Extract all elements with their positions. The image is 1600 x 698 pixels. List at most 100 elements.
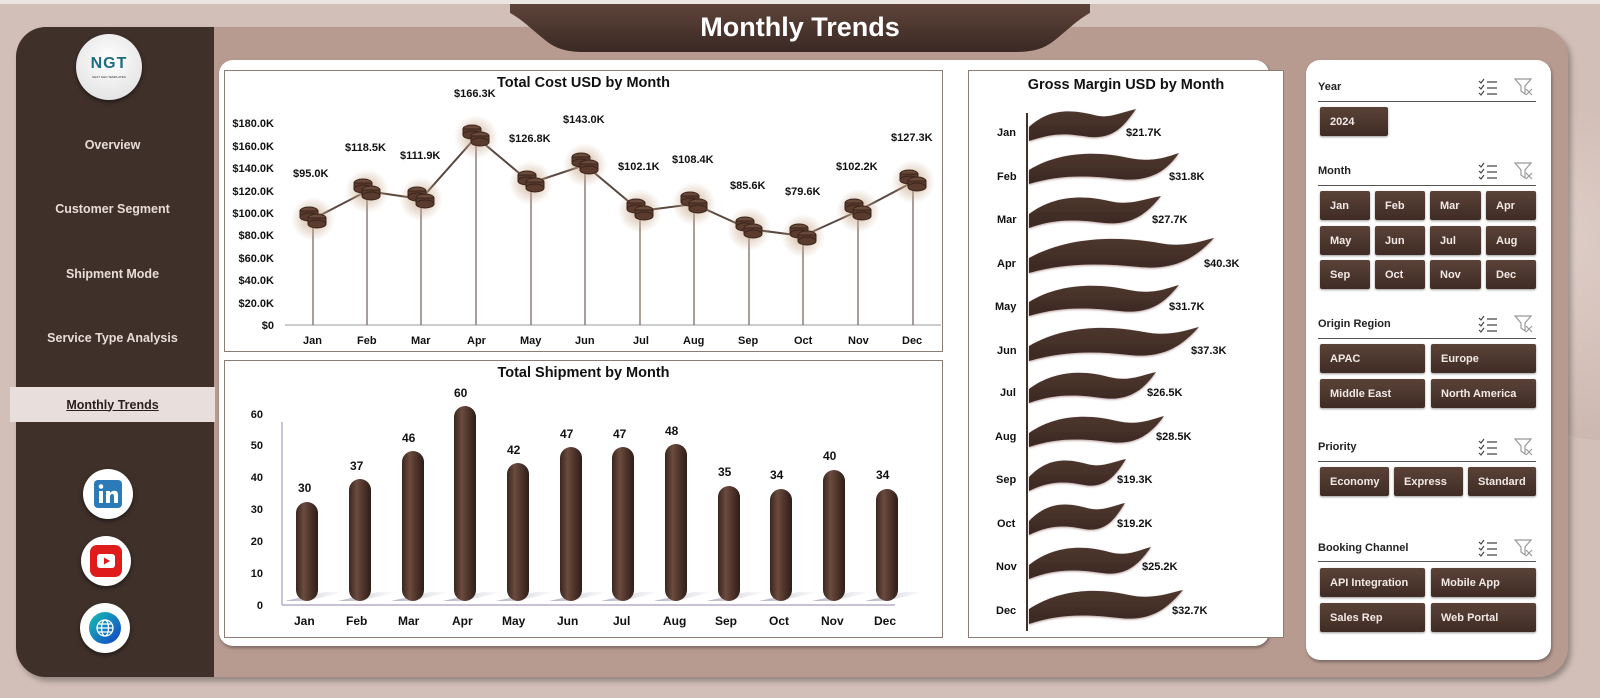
slicer-item-channel[interactable]: Mobile App [1431, 568, 1536, 597]
logo-subtitle: NEXT GEN TEMPLATES [92, 75, 126, 79]
x-tick: Jul [633, 335, 649, 347]
clear-filter-icon[interactable] [1514, 162, 1534, 180]
x-tick: Feb [357, 335, 377, 347]
data-label: $19.3K [1117, 474, 1153, 486]
data-label: $28.5K [1156, 431, 1192, 443]
gross-margin-chart: Gross Margin USD by Month Jan Feb Mar Ap… [968, 70, 1284, 638]
y-tick: Mar [997, 214, 1017, 226]
y-tick: Apr [997, 258, 1016, 270]
x-tick: Sep [738, 335, 759, 347]
data-label: 30 [298, 481, 312, 495]
slicer-item-region[interactable]: Middle East [1320, 379, 1425, 408]
data-label: $26.5K [1147, 387, 1183, 399]
slicer-item-month[interactable]: Apr [1486, 191, 1536, 220]
data-label: 40 [823, 449, 837, 463]
chart-title: Total Cost USD by Month [497, 75, 670, 91]
data-label: 35 [718, 465, 732, 479]
multi-select-icon[interactable] [1478, 78, 1498, 96]
gross-margin-plot [1026, 109, 1214, 631]
slicer-divider [1318, 185, 1536, 186]
x-tick: May [502, 614, 526, 628]
youtube-icon [90, 545, 122, 577]
svg-text:$0: $0 [262, 320, 274, 332]
sidebar-item-customer-segment[interactable]: Customer Segment [55, 202, 170, 216]
data-label: $85.6K [730, 180, 766, 192]
slicer-title-origin-region: Origin Region [1318, 318, 1391, 330]
slicer-item-month[interactable]: Jan [1320, 191, 1370, 220]
slicer-item-month[interactable]: Oct [1375, 260, 1425, 289]
chart-title: Gross Margin USD by Month [1027, 77, 1225, 93]
svg-text:60: 60 [251, 409, 263, 421]
slicer-item-month[interactable]: Jun [1375, 226, 1425, 255]
svg-text:50: 50 [251, 440, 263, 452]
sidebar-item-monthly-trends[interactable]: Monthly Trends [10, 387, 215, 422]
slicer-item-year-2024[interactable]: 2024 [1320, 107, 1388, 136]
slicer-item-channel[interactable]: Web Portal [1431, 603, 1536, 632]
slicer-item-month[interactable]: Feb [1375, 191, 1425, 220]
slicer-item-month[interactable]: Jul [1430, 226, 1481, 255]
data-label: $40.3K [1204, 258, 1240, 270]
slicer-item-month[interactable]: Mar [1430, 191, 1481, 220]
clear-filter-icon[interactable] [1514, 315, 1534, 333]
data-label: $32.7K [1172, 605, 1208, 617]
slicer-item-region[interactable]: North America [1431, 379, 1536, 408]
slicer-item-month[interactable]: Sep [1320, 260, 1370, 289]
x-tick: Apr [467, 335, 486, 347]
multi-select-icon[interactable] [1478, 162, 1498, 180]
slicer-item-channel[interactable]: Sales Rep [1320, 603, 1425, 632]
data-label: $37.3K [1191, 345, 1227, 357]
slicer-item-channel[interactable]: API Integration [1320, 568, 1425, 597]
clear-filter-icon[interactable] [1514, 438, 1534, 456]
svg-text:$40.0K: $40.0K [239, 275, 275, 287]
svg-text:20: 20 [251, 536, 263, 548]
linkedin-button[interactable] [83, 469, 133, 519]
slicer-title-month: Month [1318, 165, 1351, 177]
data-label: 48 [665, 424, 679, 438]
sidebar-item-shipment-mode[interactable]: Shipment Mode [65, 267, 160, 281]
sidebar-item-service-type-analysis[interactable]: Service Type Analysis [47, 331, 178, 345]
slicer-item-month[interactable]: Nov [1430, 260, 1481, 289]
data-label: 34 [770, 468, 784, 482]
data-label: 47 [613, 427, 627, 441]
data-label: $111.9K [400, 150, 441, 162]
svg-text:30: 30 [251, 504, 263, 516]
page-header: Monthly Trends [510, 4, 1090, 54]
y-tick: Jun [997, 345, 1017, 357]
slicer-item-month[interactable]: Aug [1486, 226, 1536, 255]
data-label: 46 [402, 431, 416, 445]
clear-filter-icon[interactable] [1514, 78, 1534, 96]
svg-text:10: 10 [251, 568, 263, 580]
y-tick: Dec [996, 605, 1017, 617]
x-tick: Jul [613, 614, 631, 628]
slicer-item-month[interactable]: Dec [1486, 260, 1536, 289]
data-label: 60 [454, 386, 468, 400]
slicer-item-priority[interactable]: Standard [1468, 467, 1536, 496]
multi-select-icon[interactable] [1478, 315, 1498, 333]
slicer-item-month[interactable]: May [1320, 226, 1370, 255]
svg-text:$20.0K: $20.0K [239, 298, 275, 310]
x-tick: Apr [452, 614, 473, 628]
slicer-item-region[interactable]: Europe [1431, 344, 1536, 373]
y-tick: Feb [997, 171, 1017, 183]
multi-select-icon[interactable] [1478, 539, 1498, 557]
website-button[interactable] [80, 603, 130, 653]
data-label: 34 [876, 468, 890, 482]
data-label: 37 [350, 459, 364, 473]
data-label: $95.0K [293, 168, 329, 180]
multi-select-icon[interactable] [1478, 438, 1498, 456]
x-tick: Jun [557, 614, 579, 628]
slicer-item-priority[interactable]: Economy [1320, 467, 1389, 496]
x-tick: Feb [346, 614, 368, 628]
data-label: $108.4K [672, 154, 714, 166]
slicer-item-priority[interactable]: Express [1394, 467, 1463, 496]
data-label: 42 [507, 443, 521, 457]
sidebar-item-overview[interactable]: Overview [84, 138, 141, 152]
svg-text:$100.0K: $100.0K [232, 208, 274, 220]
slicer-item-region[interactable]: APAC [1320, 344, 1425, 373]
coin-stack-marker [299, 124, 927, 246]
clear-filter-icon[interactable] [1514, 539, 1534, 557]
data-label: $126.8K [509, 133, 551, 145]
slicer-divider [1318, 101, 1536, 102]
youtube-button[interactable] [81, 536, 131, 586]
x-tick: Oct [794, 335, 813, 347]
